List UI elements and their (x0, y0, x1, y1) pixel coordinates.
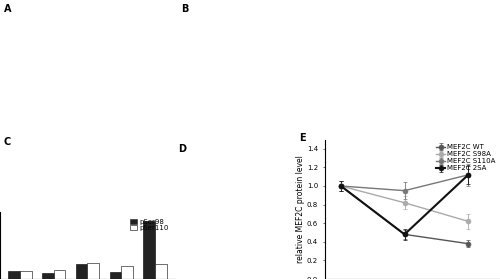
Legend: pSer98, pSer110: pSer98, pSer110 (128, 216, 172, 234)
Text: D: D (178, 144, 186, 154)
Text: E: E (298, 133, 306, 143)
Bar (8, 271, 20, 279)
Text: B: B (182, 4, 189, 14)
Bar (54, 270, 66, 279)
Bar (144, 221, 155, 279)
Bar (110, 272, 122, 279)
Bar (42, 273, 54, 279)
Bar (20, 271, 32, 279)
Text: A: A (4, 4, 11, 14)
Legend: MEF2C WT, MEF2C S98A, MEF2C S110A, MEF2C 2SA: MEF2C WT, MEF2C S98A, MEF2C S110A, MEF2C… (435, 143, 496, 173)
Bar (155, 264, 167, 279)
Bar (88, 263, 100, 279)
Text: C: C (4, 137, 11, 147)
Y-axis label: relative MEF2C protein level: relative MEF2C protein level (296, 155, 306, 263)
Bar (76, 264, 88, 279)
Bar (122, 266, 133, 279)
